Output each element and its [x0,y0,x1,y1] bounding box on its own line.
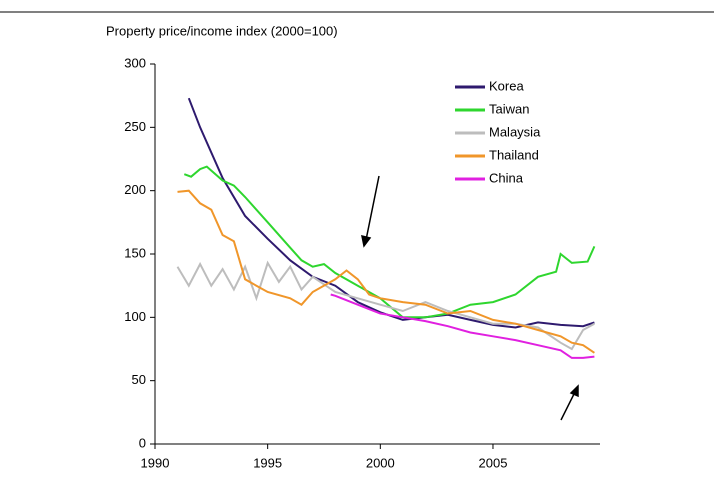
legend-label: China [489,170,524,185]
legend-label: Malaysia [489,124,541,139]
series-line [330,293,595,359]
series-line [183,165,596,319]
x-tick-label: 1995 [253,455,282,470]
legend-label: Korea [489,78,524,93]
arrow [361,175,380,248]
x-tick-label: 1990 [141,455,170,470]
y-tick-label: 200 [124,182,146,197]
y-tick-label: 0 [139,435,146,450]
legend-label: Taiwan [489,101,529,116]
y-tick-label: 300 [124,55,146,70]
chart-title: Property price/income index (2000=100) [106,23,338,38]
series-line [176,260,595,351]
series-line [177,189,595,354]
x-tick-label: 2005 [479,455,508,470]
y-tick-label: 150 [124,245,146,260]
y-tick-label: 100 [124,309,146,324]
y-tick-label: 50 [132,372,146,387]
arrow [560,384,579,421]
x-tick-label: 2000 [366,455,395,470]
legend-label: Thailand [489,147,539,162]
y-tick-label: 250 [124,119,146,134]
